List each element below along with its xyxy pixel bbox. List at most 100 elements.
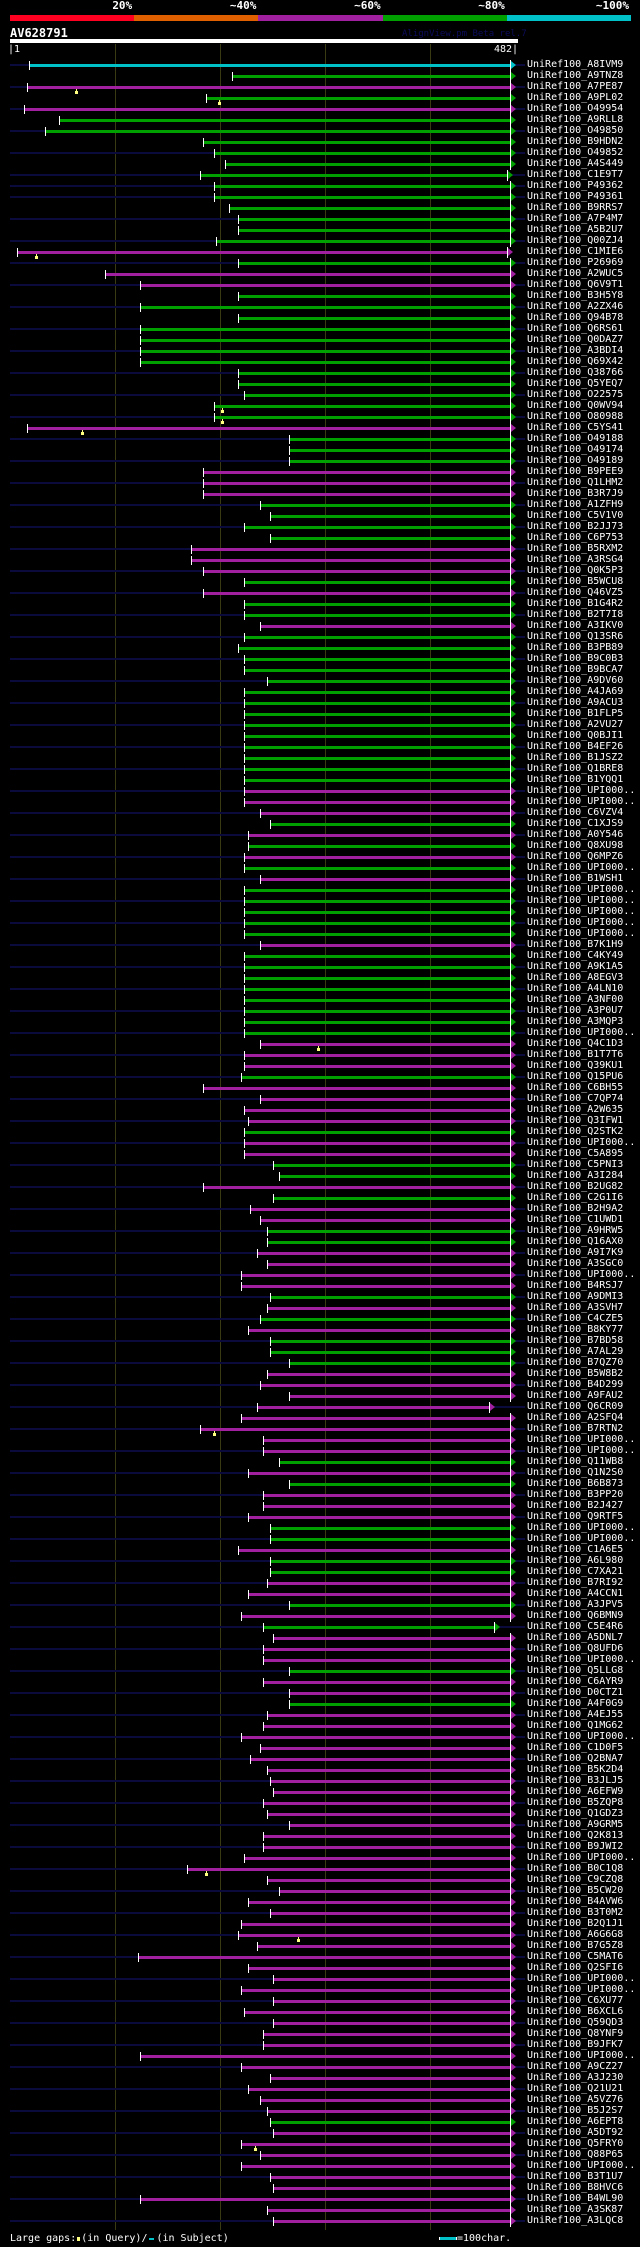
- subject-label[interactable]: UniRef100_B5W8B2: [527, 1368, 624, 1379]
- alignment-bar[interactable]: [241, 2143, 510, 2146]
- alignment-bar[interactable]: [247, 845, 510, 848]
- subject-label[interactable]: UniRef100_A7AL29: [527, 1346, 624, 1357]
- subject-label[interactable]: UniRef100_A8IVM9: [527, 59, 624, 70]
- subject-label[interactable]: UniRef100_C9CZQ8: [527, 1874, 624, 1885]
- alignment-bar[interactable]: [260, 2154, 510, 2157]
- subject-label[interactable]: UniRef100_Q39KU1: [527, 1060, 624, 1071]
- alignment-bar[interactable]: [241, 1989, 510, 1992]
- alignment-bar[interactable]: [257, 1945, 510, 1948]
- subject-label[interactable]: UniRef100_A9RLL8: [527, 114, 624, 125]
- subject-label[interactable]: UniRef100_C1MIE6: [527, 246, 624, 257]
- alignment-bar[interactable]: [247, 834, 510, 837]
- alignment-bar[interactable]: [241, 1923, 510, 1926]
- alignment-bar[interactable]: [260, 812, 510, 815]
- subject-label[interactable]: UniRef100_B9JWI2: [527, 1841, 624, 1852]
- alignment-bar[interactable]: [263, 1450, 510, 1453]
- subject-label[interactable]: UniRef100_O49850: [527, 125, 624, 136]
- alignment-bar[interactable]: [213, 152, 510, 155]
- alignment-bar[interactable]: [137, 1956, 510, 1959]
- alignment-bar[interactable]: [238, 262, 510, 265]
- alignment-bar[interactable]: [279, 1175, 510, 1178]
- subject-label[interactable]: UniRef100_C6BH55: [527, 1082, 624, 1093]
- subject-label[interactable]: UniRef100_C5V1V0: [527, 510, 624, 521]
- alignment-bar[interactable]: [269, 537, 510, 540]
- alignment-bar[interactable]: [266, 1373, 510, 1376]
- subject-label[interactable]: UniRef100_A9ACU3: [527, 697, 624, 708]
- subject-label[interactable]: UniRef100_Q6RS61: [527, 323, 624, 334]
- subject-label[interactable]: UniRef100_A9PL02: [527, 92, 624, 103]
- alignment-bar[interactable]: [241, 1285, 510, 1288]
- subject-label[interactable]: UniRef100_B7QZ70: [527, 1357, 624, 1368]
- alignment-bar[interactable]: [203, 592, 510, 595]
- subject-label[interactable]: UniRef100_B5ZQP8: [527, 1797, 624, 1808]
- alignment-bar[interactable]: [241, 2165, 510, 2168]
- alignment-bar[interactable]: [244, 757, 510, 760]
- subject-label[interactable]: UniRef100_B5CW20: [527, 1885, 624, 1896]
- subject-label[interactable]: UniRef100_Q1MG62: [527, 1720, 624, 1731]
- alignment-bar[interactable]: [244, 977, 510, 980]
- alignment-bar[interactable]: [203, 482, 510, 485]
- subject-label[interactable]: UniRef100_Q59QD3: [527, 2017, 624, 2028]
- subject-label[interactable]: UniRef100_A3JPV5: [527, 1599, 624, 1610]
- subject-label[interactable]: UniRef100_A3RSG4: [527, 554, 624, 565]
- subject-label[interactable]: UniRef100_Q6CR09: [527, 1401, 624, 1412]
- alignment-bar[interactable]: [260, 878, 510, 881]
- alignment-bar[interactable]: [238, 229, 510, 232]
- alignment-bar[interactable]: [213, 416, 510, 419]
- alignment-bar[interactable]: [244, 922, 510, 925]
- subject-label[interactable]: UniRef100_C1E9T7: [527, 169, 624, 180]
- subject-label[interactable]: UniRef100_B3T0M2: [527, 1907, 624, 1918]
- subject-label[interactable]: UniRef100_B5WCU8: [527, 576, 624, 587]
- subject-label[interactable]: UniRef100_Q11WB8: [527, 1456, 624, 1467]
- subject-label[interactable]: UniRef100_A4LN10: [527, 983, 624, 994]
- subject-label[interactable]: UniRef100_Q2SFI6: [527, 1962, 624, 1973]
- alignment-bar[interactable]: [139, 328, 510, 331]
- alignment-bar[interactable]: [244, 581, 510, 584]
- subject-label[interactable]: UniRef100_Q3IFW1: [527, 1115, 624, 1126]
- subject-label[interactable]: UniRef100_B9HDN2: [527, 136, 624, 147]
- subject-label[interactable]: UniRef100_Q00ZJ4: [527, 235, 624, 246]
- subject-label[interactable]: UniRef100_B9C0B3: [527, 653, 624, 664]
- subject-label[interactable]: UniRef100_UPI000..: [527, 884, 636, 895]
- alignment-bar[interactable]: [190, 548, 510, 551]
- alignment-bar[interactable]: [203, 1087, 510, 1090]
- subject-label[interactable]: UniRef100_B1G4R2: [527, 598, 624, 609]
- subject-label[interactable]: UniRef100_A5DNL7: [527, 1632, 624, 1643]
- subject-label[interactable]: UniRef100_UPI000..: [527, 1973, 636, 1984]
- subject-label[interactable]: UniRef100_UPI000..: [527, 1984, 636, 1995]
- subject-label[interactable]: UniRef100_A9GRM5: [527, 1819, 624, 1830]
- alignment-bar[interactable]: [260, 2099, 510, 2102]
- subject-label[interactable]: UniRef100_C1A6E5: [527, 1544, 624, 1555]
- alignment-bar[interactable]: [238, 372, 510, 375]
- alignment-bar[interactable]: [263, 1505, 510, 1508]
- alignment-bar[interactable]: [269, 1780, 510, 1783]
- subject-label[interactable]: UniRef100_B3JLJ5: [527, 1775, 624, 1786]
- alignment-bar[interactable]: [288, 1692, 510, 1695]
- alignment-bar[interactable]: [203, 141, 510, 144]
- subject-label[interactable]: UniRef100_A4EJ55: [527, 1709, 624, 1720]
- subject-label[interactable]: UniRef100_Q6BMN9: [527, 1610, 624, 1621]
- alignment-bar[interactable]: [269, 1538, 510, 1541]
- alignment-bar[interactable]: [272, 1978, 510, 1981]
- alignment-bar[interactable]: [244, 779, 510, 782]
- subject-label[interactable]: UniRef100_UPI000..: [527, 1269, 636, 1280]
- alignment-bar[interactable]: [272, 1791, 510, 1794]
- subject-label[interactable]: UniRef100_A9HRW5: [527, 1225, 624, 1236]
- alignment-bar[interactable]: [247, 2088, 510, 2091]
- subject-label[interactable]: UniRef100_Q0BJI1: [527, 730, 624, 741]
- subject-label[interactable]: UniRef100_A3IKV0: [527, 620, 624, 631]
- alignment-bar[interactable]: [260, 944, 510, 947]
- subject-label[interactable]: UniRef100_B8KY77: [527, 1324, 624, 1335]
- subject-label[interactable]: UniRef100_Q16AX0: [527, 1236, 624, 1247]
- subject-label[interactable]: UniRef100_B7G5Z8: [527, 1940, 624, 1951]
- subject-label[interactable]: UniRef100_A9FAU2: [527, 1390, 624, 1401]
- alignment-bar[interactable]: [288, 1824, 510, 1827]
- alignment-bar[interactable]: [190, 559, 510, 562]
- alignment-bar[interactable]: [272, 2000, 510, 2003]
- alignment-bar[interactable]: [260, 1318, 510, 1321]
- alignment-bar[interactable]: [139, 2055, 510, 2058]
- subject-label[interactable]: UniRef100_C2G1I6: [527, 1192, 624, 1203]
- alignment-bar[interactable]: [269, 1351, 510, 1354]
- alignment-bar[interactable]: [241, 1274, 510, 1277]
- alignment-bar[interactable]: [269, 823, 510, 826]
